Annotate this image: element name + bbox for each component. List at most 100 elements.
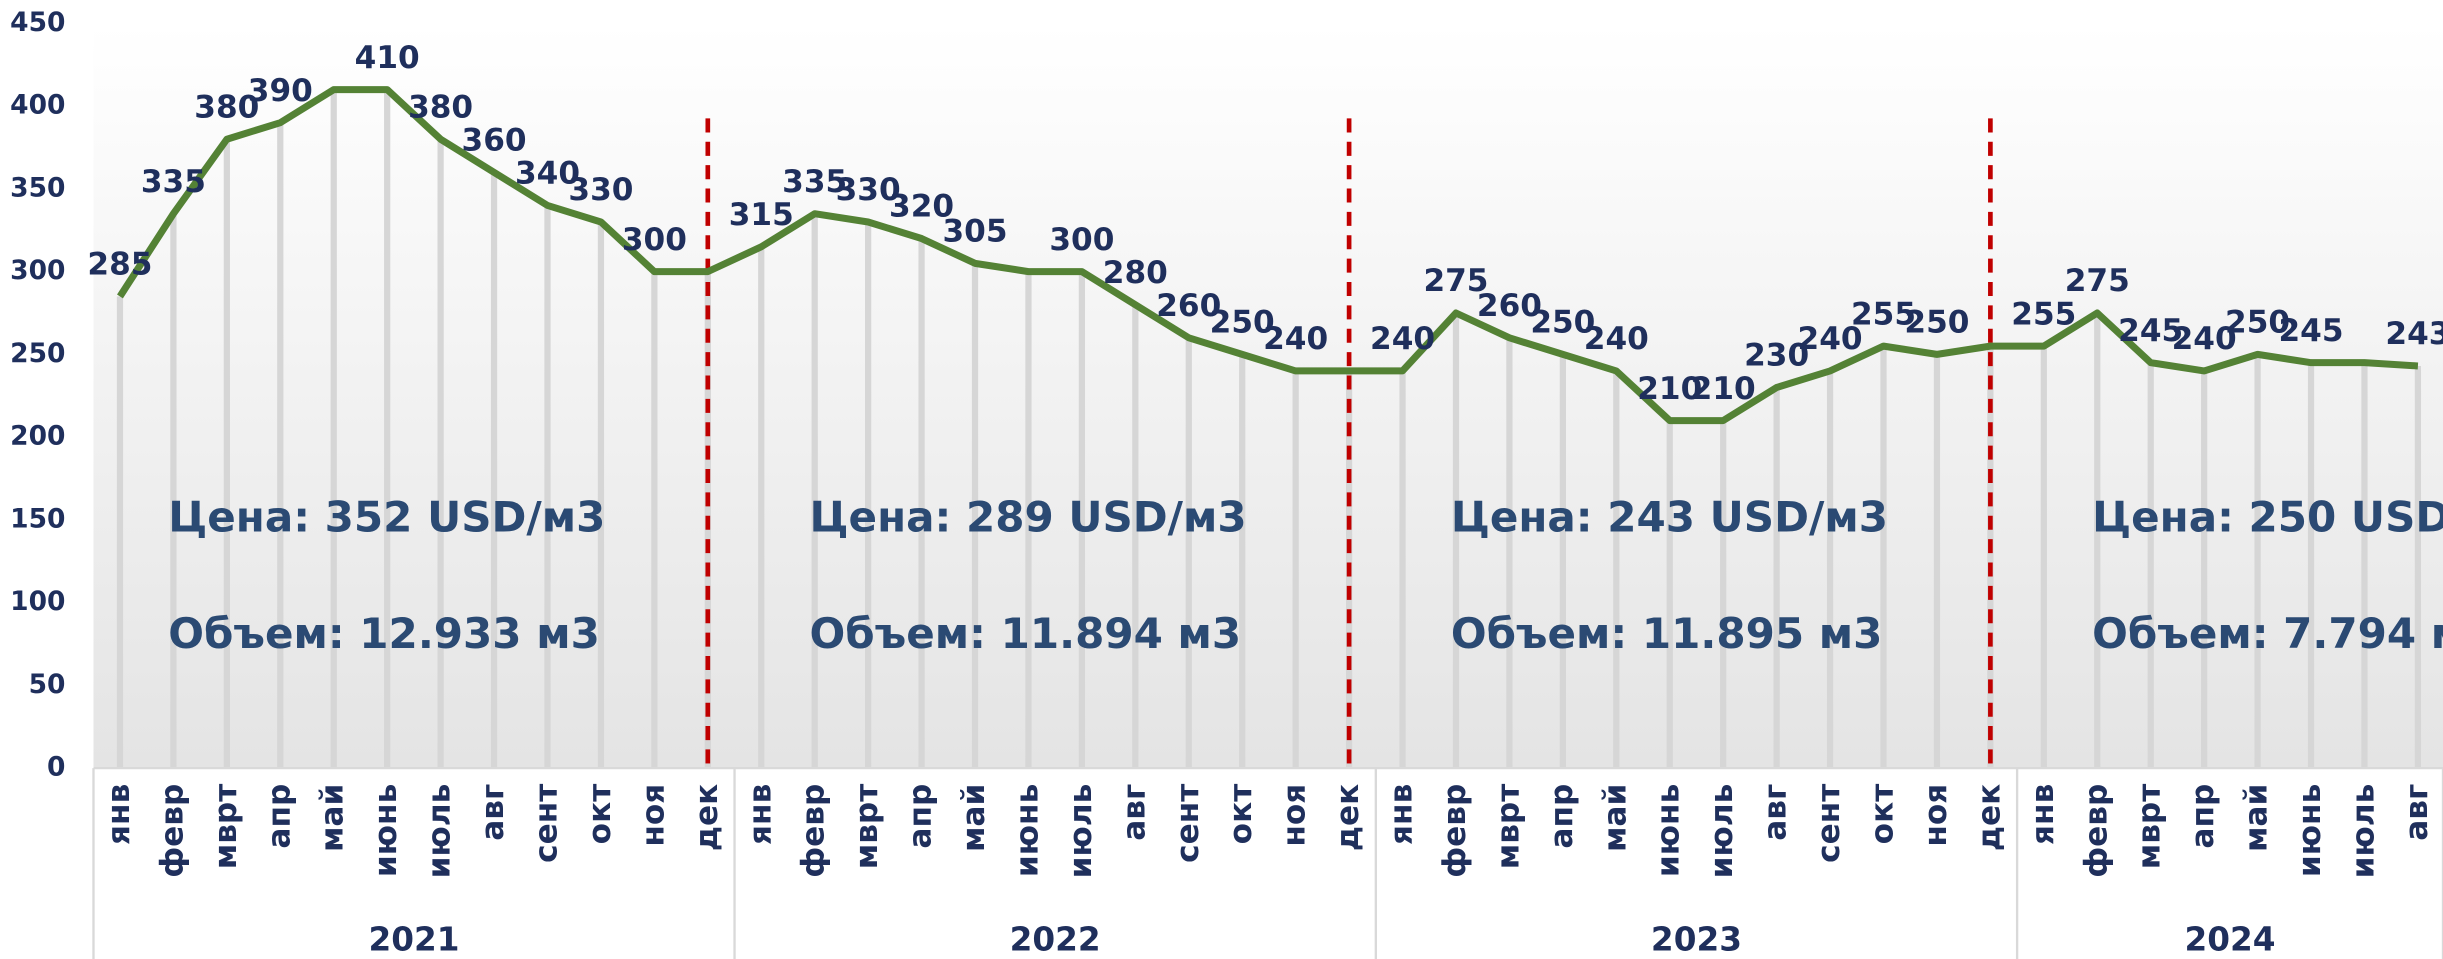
x-tick-label: апр	[1544, 784, 1580, 849]
price-annotation: Цена: 352 USD/м3	[168, 492, 605, 541]
x-tick-label: июнь	[368, 784, 404, 877]
x-tick-label: янв	[1384, 784, 1420, 845]
x-tick-label: мврт	[2132, 784, 2168, 870]
data-label: 210	[1691, 371, 1756, 407]
data-label: 380	[194, 89, 259, 125]
x-tick-label: июль	[1063, 784, 1099, 879]
x-tick-label: дек	[1971, 784, 2007, 851]
data-label: 330	[568, 172, 633, 208]
year-label: 2024	[2185, 920, 2276, 958]
x-tick-label: февр	[796, 784, 832, 878]
x-tick-label: февр	[154, 784, 190, 878]
y-tick-label: 250	[10, 338, 65, 369]
x-tick-label: дек	[689, 784, 725, 851]
x-tick-label: мврт	[849, 784, 885, 870]
x-tick-label: сент	[1811, 784, 1847, 863]
data-label: 245	[2118, 313, 2183, 349]
x-tick-label: янв	[101, 784, 137, 845]
y-tick-label: 300	[10, 255, 65, 286]
price-annotation: Цена: 289 USD/м3	[810, 492, 1247, 541]
x-tick-label: апр	[2185, 784, 2221, 849]
data-label: 240	[1798, 321, 1863, 357]
x-tick-label: апр	[903, 784, 939, 849]
x-tick-label: дек	[1330, 784, 1366, 851]
price-annotation: Цена: 250 USD/м3	[2092, 492, 2443, 541]
x-tick-label: сент	[528, 784, 564, 863]
volume-annotation: Объем: 11.894 м3	[810, 609, 1242, 658]
price-line	[117, 86, 2419, 425]
y-tick-label: 450	[10, 7, 65, 38]
x-tick-label: мврт	[208, 784, 244, 870]
x-tick-label: ноя	[1277, 784, 1313, 847]
x-tick-label: июнь	[2292, 784, 2328, 877]
x-tick-label: июнь	[1009, 784, 1045, 877]
data-label: 410	[355, 40, 420, 76]
data-label: 300	[622, 222, 687, 258]
x-tick-label: ноя	[635, 784, 671, 847]
year-label: 2022	[1010, 920, 1101, 958]
data-label: 335	[782, 164, 847, 200]
x-tick-label: май	[956, 784, 992, 852]
x-tick-label: янв	[742, 784, 778, 845]
data-label: 255	[1851, 296, 1916, 332]
y-tick-label: 0	[47, 752, 65, 783]
y-tick-label: 400	[10, 90, 65, 121]
x-tick-label: авг	[2399, 784, 2435, 841]
data-label: 390	[248, 73, 313, 109]
x-tick-label: июнь	[1651, 784, 1687, 877]
volume-annotation: Объем: 12.933 м3	[168, 609, 600, 658]
data-label: 260	[1477, 288, 1542, 324]
data-label: 250	[1530, 305, 1595, 341]
x-tick-label: мврт	[1490, 784, 1526, 870]
data-label: 240	[1584, 321, 1649, 357]
data-label: 315	[729, 197, 794, 233]
data-label: 240	[1370, 321, 1435, 357]
x-tick-label: янв	[2025, 784, 2061, 845]
x-tick-label: июль	[2345, 784, 2381, 879]
data-label: 380	[408, 89, 473, 125]
data-label: 285	[87, 247, 152, 283]
data-label: 360	[462, 123, 527, 159]
x-tick-label: февр	[1437, 784, 1473, 878]
volume-annotation: Объем: 11.895 м3	[1451, 609, 1883, 658]
data-label: 300	[1049, 222, 1114, 258]
x-tick-label: окт	[582, 784, 618, 845]
x-tick-label: авг	[475, 784, 511, 841]
x-tick-label: апр	[261, 784, 297, 849]
x-tick-label: май	[315, 784, 351, 852]
data-label: 305	[942, 214, 1007, 250]
price-annotation: Цена: 243 USD/м3	[1451, 492, 1888, 541]
data-label: 255	[2011, 296, 2076, 332]
data-label: 240	[1263, 321, 1328, 357]
x-tick-label: авг	[1116, 784, 1152, 841]
data-label: 250	[1904, 305, 1969, 341]
data-label: 250	[1210, 305, 1275, 341]
x-tick-label: сент	[1170, 784, 1206, 863]
data-label: 240	[2172, 321, 2237, 357]
data-label: 280	[1103, 255, 1168, 291]
x-tick-label: май	[1597, 784, 1633, 852]
x-tick-label: окт	[1223, 784, 1259, 845]
data-label: 260	[1156, 288, 1221, 324]
data-label: 245	[2279, 313, 2344, 349]
x-tick-label: май	[2239, 784, 2275, 852]
x-tick-label: июль	[1704, 784, 1740, 879]
data-label: 243	[2385, 316, 2443, 352]
y-tick-label: 150	[10, 503, 65, 534]
plot-background	[93, 23, 2443, 769]
year-label: 2023	[1651, 920, 1742, 958]
data-label: 335	[141, 164, 206, 200]
x-tick-label: февр	[2078, 784, 2114, 878]
x-tick-label: окт	[1865, 784, 1901, 845]
data-label: 330	[836, 172, 901, 208]
data-label: 340	[515, 156, 580, 192]
data-label: 210	[1637, 371, 1702, 407]
volume-annotation: Объем: 7.794 м3	[2092, 609, 2443, 658]
x-tick-label: ноя	[1918, 784, 1954, 847]
y-tick-label: 50	[29, 669, 66, 700]
data-label: 275	[1423, 263, 1488, 299]
data-label: 230	[1744, 338, 1809, 374]
data-label: 320	[889, 189, 954, 225]
